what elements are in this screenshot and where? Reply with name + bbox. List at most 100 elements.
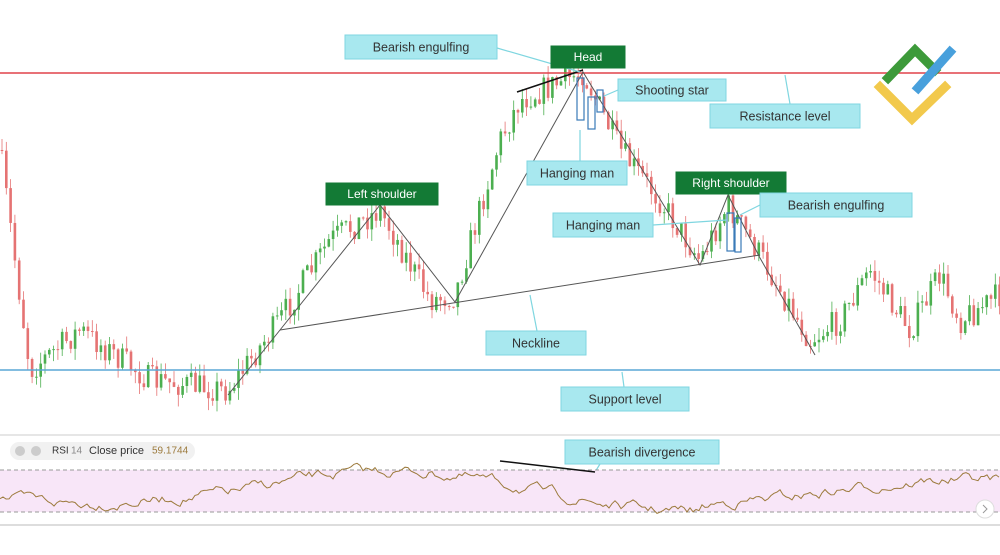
candle-body bbox=[250, 355, 253, 359]
candle-body bbox=[271, 316, 275, 343]
candle-body bbox=[417, 264, 421, 270]
candle-body bbox=[400, 239, 404, 263]
candle-body bbox=[985, 295, 988, 308]
logo bbox=[873, 43, 957, 126]
annotation-box bbox=[552, 212, 654, 238]
candle-body bbox=[796, 317, 799, 320]
divergence-line bbox=[499, 460, 596, 473]
candle-body bbox=[619, 130, 623, 149]
annotation-box bbox=[344, 34, 498, 60]
candle-body bbox=[232, 387, 236, 391]
candle-body bbox=[456, 282, 460, 308]
annotation-box bbox=[564, 439, 720, 465]
candle-body bbox=[5, 150, 8, 189]
candle-body bbox=[895, 312, 898, 315]
highlight bbox=[734, 217, 742, 253]
highlight-boxes bbox=[576, 77, 742, 253]
highlight bbox=[576, 77, 585, 121]
candle-body bbox=[770, 274, 773, 286]
candle-body bbox=[439, 296, 442, 301]
highlight bbox=[587, 96, 596, 130]
trend-line bbox=[516, 69, 584, 93]
candle-body bbox=[998, 284, 1000, 307]
rsi-band bbox=[0, 470, 1000, 512]
candle-body bbox=[727, 195, 730, 215]
candle-body bbox=[370, 213, 374, 230]
candle-body bbox=[981, 307, 984, 309]
candle-body bbox=[138, 372, 141, 384]
candle-body bbox=[499, 131, 503, 156]
annotation-labels: Bearish engulfing Head Shooting star Resist… bbox=[325, 34, 913, 465]
candle-body bbox=[658, 203, 662, 214]
candle-body bbox=[164, 374, 167, 379]
annotation-label: Right shoulder bbox=[692, 176, 769, 190]
indicator-value: 59.1744 bbox=[152, 446, 189, 457]
candle-body bbox=[60, 331, 64, 350]
candle-body bbox=[564, 67, 567, 82]
candle-body bbox=[615, 120, 619, 131]
candle-body bbox=[714, 230, 718, 242]
candle-body bbox=[237, 370, 240, 388]
candle-body bbox=[736, 215, 739, 224]
pattern-line bbox=[227, 71, 816, 396]
candle-body bbox=[306, 265, 309, 271]
candle-body bbox=[843, 303, 847, 332]
candle-body bbox=[224, 386, 227, 401]
candle-body bbox=[671, 203, 675, 229]
annotation-label: Bearish engulfing bbox=[373, 40, 470, 54]
candle-body bbox=[645, 173, 649, 177]
scroll-arrow bbox=[982, 504, 988, 514]
candle-body bbox=[555, 77, 558, 86]
candle-body bbox=[22, 299, 25, 329]
candle-body bbox=[572, 76, 576, 78]
candle-body bbox=[125, 348, 128, 352]
candle-body bbox=[284, 298, 288, 311]
candle-body bbox=[533, 99, 537, 107]
candle-body bbox=[452, 306, 455, 308]
candle-body bbox=[637, 158, 640, 166]
candle-body bbox=[116, 349, 120, 368]
candle-body bbox=[430, 294, 434, 311]
annotation-label: Hanging man bbox=[566, 218, 640, 232]
candle-body bbox=[35, 376, 38, 378]
logo-mark bbox=[881, 43, 942, 85]
candle-body bbox=[817, 339, 821, 343]
close-icon[interactable] bbox=[15, 446, 25, 456]
annotation-box bbox=[550, 45, 626, 69]
annotation-box bbox=[526, 160, 628, 186]
candle-body bbox=[336, 225, 339, 231]
candle-body bbox=[228, 390, 232, 401]
candle-body bbox=[26, 328, 30, 360]
scroll-button[interactable] bbox=[975, 499, 995, 519]
candle-body bbox=[198, 375, 202, 392]
candle-body bbox=[929, 281, 933, 306]
candle-body bbox=[168, 378, 171, 383]
candle-body bbox=[581, 77, 584, 86]
candle-body bbox=[495, 155, 498, 170]
candle-body bbox=[30, 359, 34, 377]
candle-body bbox=[675, 228, 679, 235]
candle-body bbox=[0, 150, 4, 151]
annotation-label: Head bbox=[574, 50, 603, 64]
candle-body bbox=[826, 331, 829, 337]
candle-body bbox=[680, 223, 683, 235]
candle-body bbox=[52, 349, 55, 351]
candle-body bbox=[568, 67, 571, 78]
candle-body bbox=[241, 370, 245, 374]
candle-body bbox=[598, 96, 601, 100]
settings-icon[interactable] bbox=[31, 446, 41, 456]
candle-body bbox=[512, 109, 515, 133]
candle-body bbox=[744, 216, 748, 230]
candle-body bbox=[551, 77, 554, 98]
candle-body bbox=[705, 251, 709, 253]
candle-body bbox=[202, 375, 206, 393]
candle-body bbox=[529, 106, 533, 108]
candle-body bbox=[804, 334, 808, 346]
candle-body bbox=[486, 189, 490, 210]
candle-body bbox=[710, 230, 713, 252]
candle-body bbox=[976, 308, 980, 326]
annotation-box bbox=[560, 386, 690, 412]
candle-body bbox=[908, 325, 911, 339]
indicator-name: RSI bbox=[52, 446, 69, 457]
highlight bbox=[596, 89, 604, 113]
